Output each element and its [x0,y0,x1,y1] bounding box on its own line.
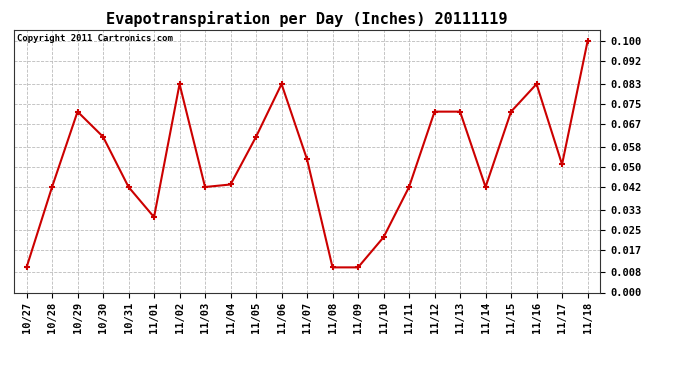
Title: Evapotranspiration per Day (Inches) 20111119: Evapotranspiration per Day (Inches) 2011… [106,12,508,27]
Text: Copyright 2011 Cartronics.com: Copyright 2011 Cartronics.com [17,34,172,43]
